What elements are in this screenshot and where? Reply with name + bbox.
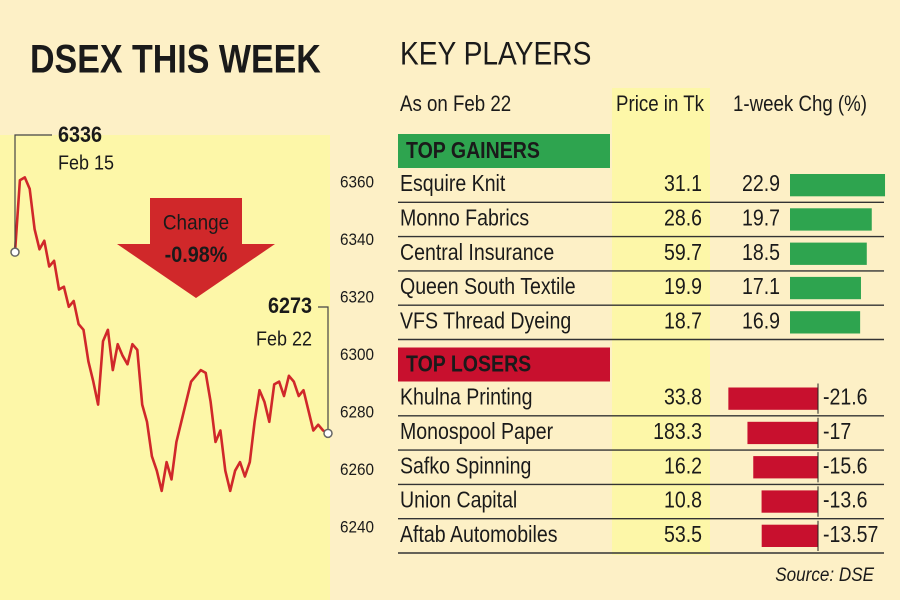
company-name: Monospool Paper bbox=[400, 419, 553, 445]
price: 18.7 bbox=[664, 308, 702, 334]
leader-line bbox=[318, 306, 329, 434]
change-label: Change bbox=[163, 212, 229, 235]
y-tick-label: 6260 bbox=[340, 460, 374, 479]
change-value: 18.5 bbox=[742, 239, 780, 265]
change-bar bbox=[761, 524, 818, 547]
y-tick-label: 6360 bbox=[340, 173, 374, 192]
change-bar bbox=[747, 421, 818, 445]
company-name: Safko Spinning bbox=[400, 453, 531, 479]
price: 183.3 bbox=[653, 419, 702, 445]
change-value: 19.7 bbox=[742, 205, 780, 231]
company-name: Queen South Textile bbox=[400, 274, 576, 300]
table-title: KEY PLAYERS bbox=[400, 37, 591, 72]
table-header: As on Feb 22 bbox=[400, 92, 511, 116]
company-name: Union Capital bbox=[400, 487, 517, 513]
start-value: 6336 bbox=[58, 123, 102, 147]
price: 10.8 bbox=[664, 487, 702, 513]
end-value: 6273 bbox=[268, 294, 312, 318]
chart-title: DSEX THIS WEEK bbox=[30, 36, 321, 81]
y-tick-label: 6340 bbox=[340, 230, 374, 249]
change-value: -13.6 bbox=[823, 487, 868, 513]
table-header: 1-week Chg (%) bbox=[733, 92, 867, 116]
change-bar bbox=[753, 456, 818, 479]
change-bar bbox=[790, 311, 861, 334]
price: 31.1 bbox=[664, 171, 702, 197]
y-tick-label: 6300 bbox=[340, 345, 374, 364]
company-name: Khulna Printing bbox=[400, 384, 532, 410]
start-date: Feb 15 bbox=[58, 152, 114, 174]
change-value: -17 bbox=[823, 419, 851, 445]
section-title: TOP GAINERS bbox=[406, 138, 540, 164]
change-bar bbox=[728, 387, 818, 410]
price-column-bg bbox=[612, 88, 710, 555]
y-tick-label: 6280 bbox=[340, 403, 374, 422]
change-bar bbox=[761, 490, 818, 513]
company-name: Central Insurance bbox=[400, 239, 554, 265]
change-value: -15.6 bbox=[823, 453, 868, 479]
price: 53.5 bbox=[664, 521, 702, 547]
section-band bbox=[398, 347, 610, 382]
section-title: TOP LOSERS bbox=[406, 351, 531, 377]
change-bar bbox=[790, 208, 872, 231]
section-band bbox=[398, 134, 610, 168]
change-bar bbox=[790, 242, 867, 265]
company-name: Esquire Knit bbox=[400, 171, 505, 197]
end-point bbox=[323, 428, 333, 439]
price-line bbox=[13, 176, 329, 493]
change-value: 16.9 bbox=[742, 308, 780, 334]
change-bar bbox=[790, 174, 886, 197]
change-value: -13.57 bbox=[823, 521, 878, 547]
change-value: -0.98% bbox=[165, 243, 228, 267]
price: 28.6 bbox=[664, 205, 702, 231]
y-tick-label: 6240 bbox=[340, 518, 374, 537]
price: 33.8 bbox=[664, 384, 702, 410]
price: 19.9 bbox=[664, 274, 702, 300]
end-date: Feb 22 bbox=[256, 328, 312, 350]
y-tick-label: 6320 bbox=[340, 288, 374, 307]
change-value: -21.6 bbox=[823, 384, 868, 410]
change-bar bbox=[790, 276, 861, 300]
price: 59.7 bbox=[664, 239, 702, 265]
change-arrow bbox=[117, 198, 275, 298]
company-name: Monno Fabrics bbox=[400, 205, 529, 231]
start-point bbox=[10, 247, 20, 257]
change-value: 17.1 bbox=[742, 274, 780, 300]
source-note: Source: DSE bbox=[775, 564, 875, 585]
change-value: 22.9 bbox=[742, 171, 780, 197]
company-name: Aftab Automobiles bbox=[400, 521, 557, 547]
price: 16.2 bbox=[664, 453, 702, 479]
company-name: VFS Thread Dyeing bbox=[400, 308, 571, 334]
table-header: Price in Tk bbox=[616, 92, 705, 116]
leader-line bbox=[14, 134, 52, 253]
